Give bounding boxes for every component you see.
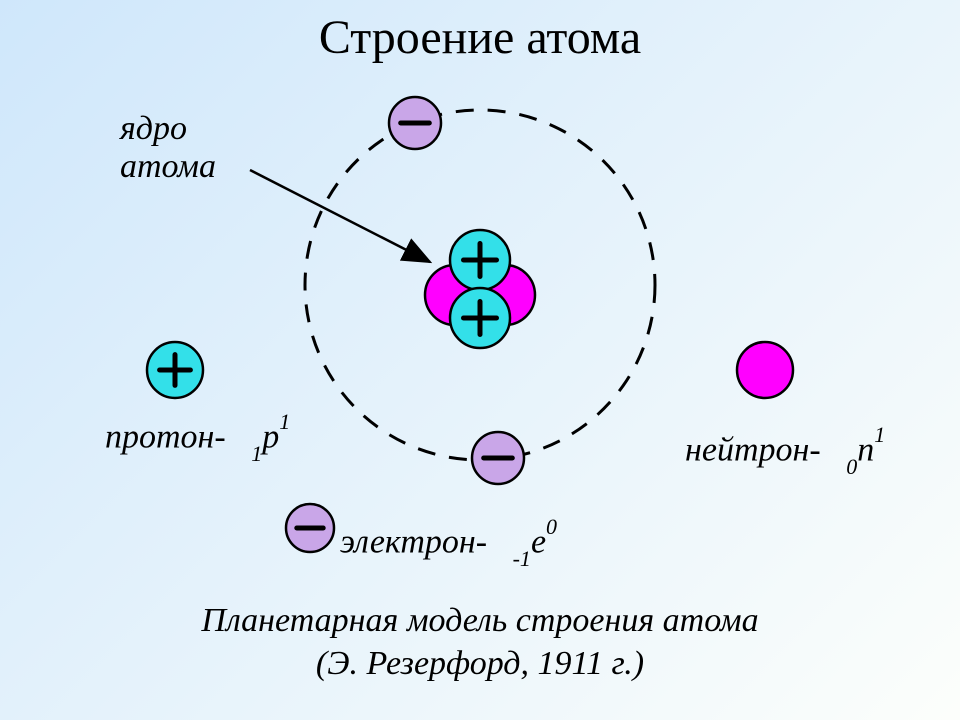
nucleus-label-line1: ядро: [120, 110, 187, 147]
neutron-sym: n: [857, 431, 874, 468]
proton-sym: p: [262, 418, 279, 455]
neutron-label: нейтрон- 0n1: [685, 428, 885, 474]
electron-sup: 0: [546, 514, 557, 539]
electron-sym: e: [531, 523, 546, 560]
neutron-word: нейтрон-: [685, 431, 821, 468]
caption-line2: (Э. Резерфорд, 1911 г.): [316, 645, 644, 682]
neutron-sup: 1: [874, 422, 885, 447]
proton-sup: 1: [279, 409, 290, 434]
electron-label: электрон- -1e0: [340, 520, 557, 566]
electron-word: электрон-: [340, 523, 487, 560]
proton-word: протон-: [105, 418, 226, 455]
neutron-sub: 0: [846, 454, 857, 479]
proton-sub: 1: [251, 441, 262, 466]
proton-label: протон- 1p1: [105, 415, 290, 461]
electron-sub: -1: [513, 546, 531, 571]
caption: Планетарная модель строения атома (Э. Ре…: [0, 600, 960, 685]
nucleus-label-line2: атома: [120, 148, 216, 185]
caption-line1: Планетарная модель строения атома: [201, 602, 758, 639]
nucleus-label: ядро атома: [120, 110, 216, 186]
